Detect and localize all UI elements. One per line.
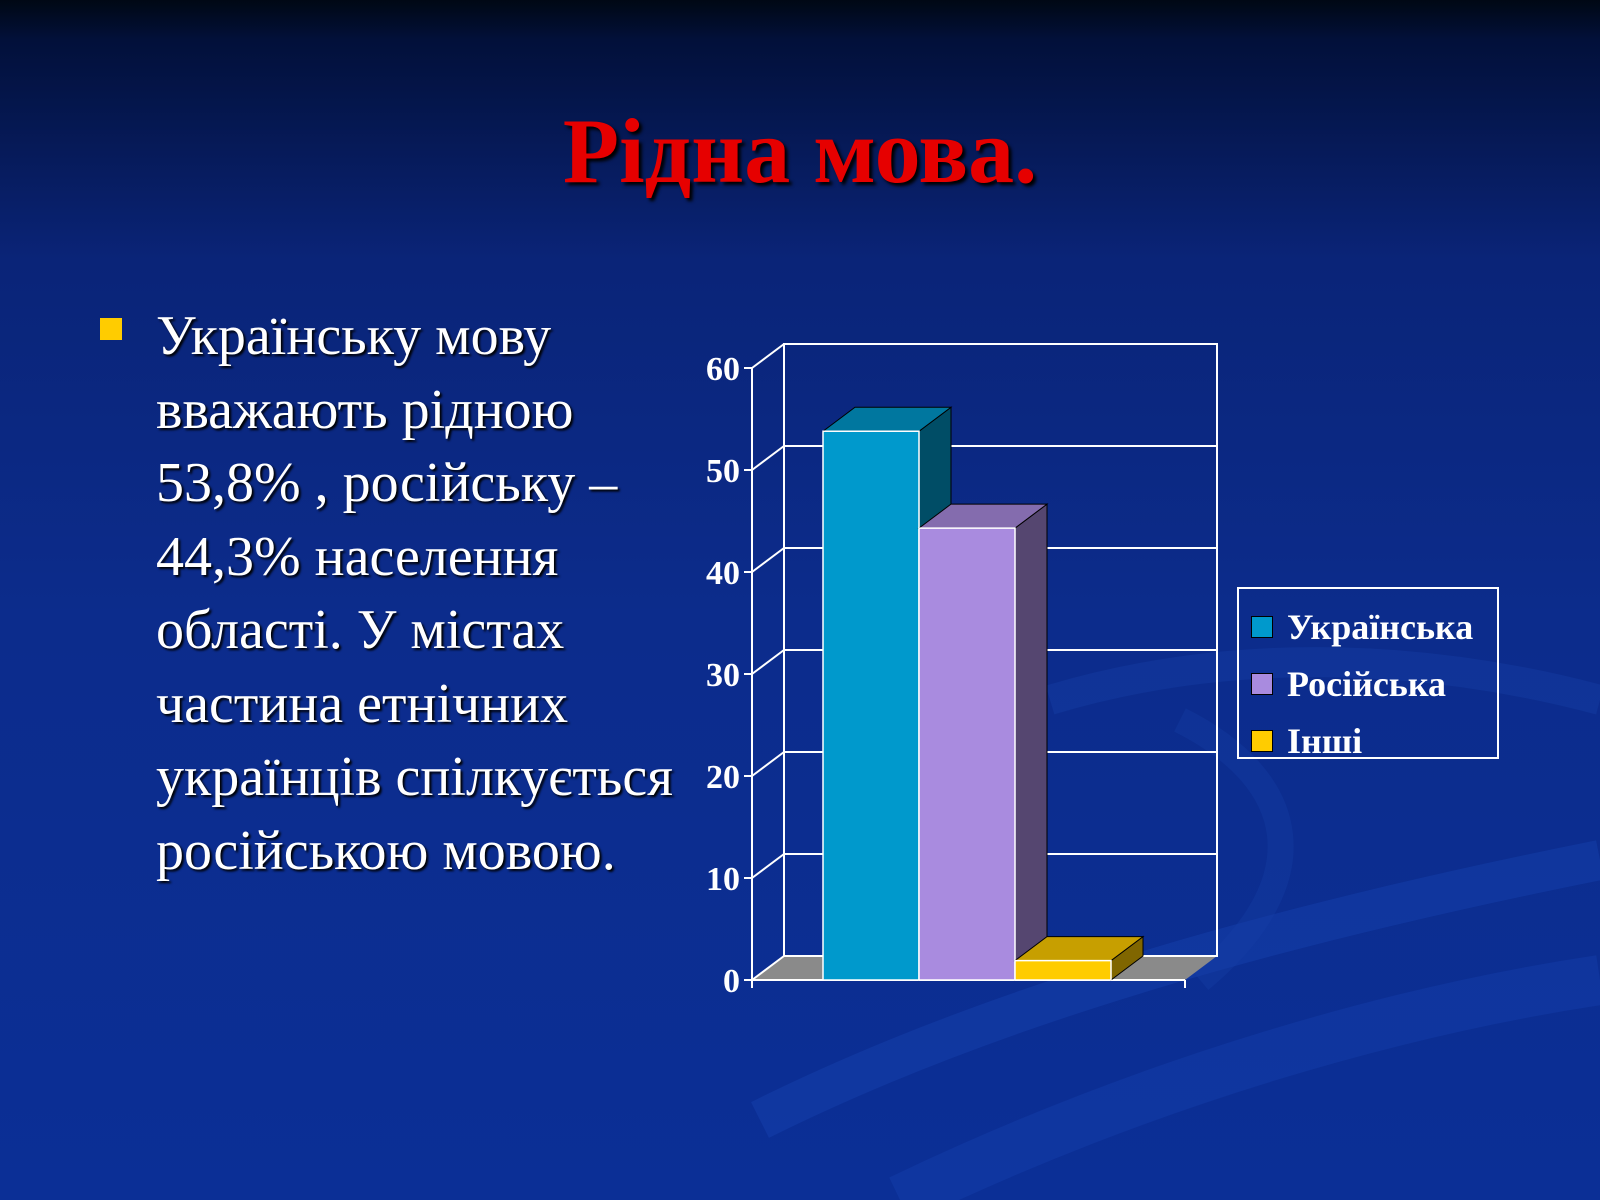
bar-front <box>822 430 920 981</box>
side-wall-line <box>751 751 785 777</box>
y-tick-label: 40 <box>706 555 740 592</box>
side-wall-line <box>751 547 785 573</box>
legend-label: Інші <box>1287 721 1363 761</box>
bullet-text: Українську мову вважають рідною 53,8% , … <box>156 305 673 882</box>
y-tick-label: 30 <box>706 657 740 694</box>
side-wall-line <box>751 853 785 879</box>
square-bullet-icon <box>100 318 122 340</box>
legend-label: Українська <box>1287 607 1474 647</box>
bar-3 <box>1013 935 1145 981</box>
y-axis-ticks: 0 10 20 30 40 50 60 <box>706 351 752 1000</box>
y-tick-label: 50 <box>706 453 740 490</box>
legend-swatch <box>1251 730 1273 752</box>
legend-item: Українська <box>1251 607 1473 647</box>
y-tick-label: 60 <box>706 351 740 388</box>
bar-front <box>918 527 1016 981</box>
y-tick-label: 20 <box>706 759 740 796</box>
legend-item: Російська <box>1251 664 1446 704</box>
side-wall-line <box>751 445 785 471</box>
chart-legend: Українська Російська Інші <box>1237 587 1499 761</box>
side-wall-line <box>751 649 785 675</box>
bar-front <box>1014 959 1112 981</box>
bar-2 <box>917 503 1049 981</box>
legend-item: Інші <box>1251 721 1362 761</box>
chart-bars <box>821 406 1145 981</box>
y-tick-label: 0 <box>723 963 740 1000</box>
legend-label: Російська <box>1287 664 1447 704</box>
bar-side <box>1014 503 1048 981</box>
side-wall-line <box>751 955 785 981</box>
legend-swatch <box>1251 616 1273 638</box>
side-wall-line <box>751 343 785 369</box>
y-tick-label: 10 <box>706 861 740 898</box>
slide-title: Рідна мова. <box>562 100 1038 202</box>
legend-swatch <box>1251 673 1273 695</box>
